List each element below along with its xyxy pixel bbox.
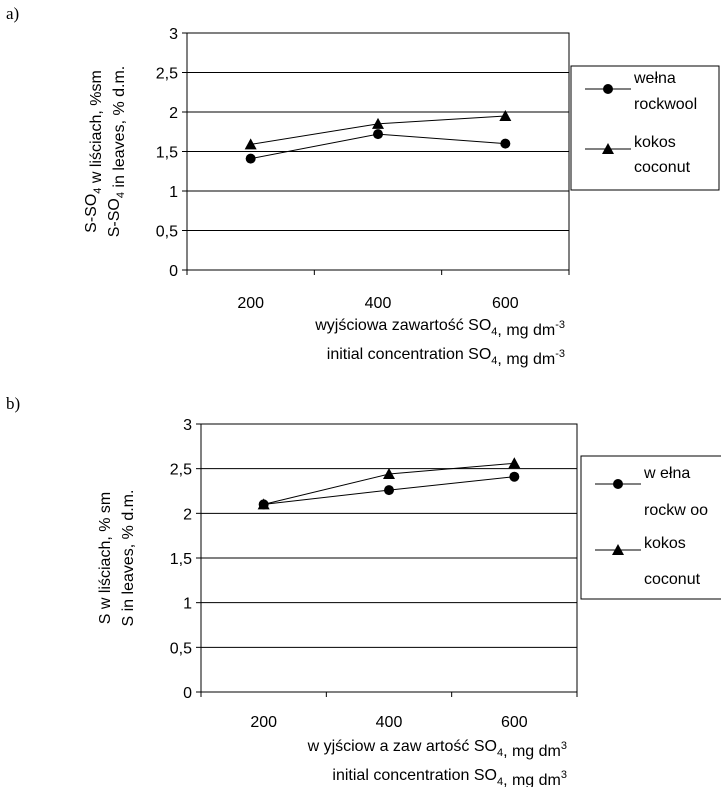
legend: wełna rockwool kokos coconut xyxy=(570,65,720,191)
legend-label-line1: w ełna xyxy=(643,465,690,482)
legend-label-line1: wełna xyxy=(633,70,676,87)
legend-label-line1: kokos xyxy=(644,535,686,552)
legend-label-line2: coconut xyxy=(634,159,691,176)
x-tick-label: 600 xyxy=(492,295,519,312)
data-point-circle xyxy=(384,485,394,496)
legend-label-line1: kokos xyxy=(634,134,676,151)
y-tick-label: 0,5 xyxy=(170,640,192,657)
y-tick-label: 2 xyxy=(169,105,178,122)
x-tick-label: 400 xyxy=(365,295,392,312)
y-tick-label: 1 xyxy=(169,184,178,201)
y-tick-label: 0 xyxy=(183,685,192,702)
legend-label-line2: coconut xyxy=(644,571,701,588)
legend-marker-triangle xyxy=(602,143,614,154)
y-tick-label: 0 xyxy=(169,263,178,280)
y-axis-label-line1: S w liściach, % sm xyxy=(97,492,114,624)
legend-label-line2: rockwool xyxy=(634,96,697,113)
legend-marker-triangle xyxy=(612,544,624,555)
y-axis-label-line2: S in leaves, % d.m. xyxy=(120,490,137,627)
data-point-circle xyxy=(245,153,256,164)
x-tick-label: 600 xyxy=(501,714,528,731)
x-tick-label: 400 xyxy=(376,714,403,731)
y-tick-label: 3 xyxy=(183,417,192,434)
y-tick-label: 1 xyxy=(183,596,192,613)
data-point-triangle xyxy=(257,498,270,510)
y-tick-label: 2,5 xyxy=(156,66,178,83)
legend: w ełna rockw oo kokos coconut xyxy=(580,455,721,600)
data-point-circle xyxy=(373,129,383,140)
x-axis-label-line2: initial concentration SO4, mg dm-3 xyxy=(327,346,565,368)
legend-box xyxy=(580,455,721,600)
data-point-triangle xyxy=(508,457,521,469)
data-point-triangle xyxy=(499,109,512,121)
data-point-circle xyxy=(500,138,511,149)
panel-b-label: b) xyxy=(6,394,21,413)
data-point-circle xyxy=(509,471,520,482)
data-point-triangle xyxy=(372,117,384,129)
x-tick-label: 200 xyxy=(237,295,264,312)
y-axis-label-line1: S-SO4 w liściach, %sm xyxy=(83,70,105,233)
y-axis-label-line2: S-SO4 in leaves, % d.m. xyxy=(106,66,128,238)
legend-label-line2: rockw oo xyxy=(644,502,708,519)
legend-box xyxy=(570,65,720,191)
legend-marker-circle xyxy=(613,479,623,489)
panel-a-label: a) xyxy=(6,4,20,23)
y-tick-label: 2 xyxy=(183,506,192,523)
x-axis-label-line1: w yjściow a zaw artość SO4, mg dm3 xyxy=(307,738,567,760)
x-axis-label-line2: initial concentration SO4, mg dm3 xyxy=(332,767,567,787)
data-point-triangle xyxy=(244,138,257,150)
x-axis-label-line1: wyjściowa zawartość SO4, mg dm-3 xyxy=(314,317,565,339)
y-tick-label: 3 xyxy=(169,26,178,43)
chart-b: 0 0,5 1 1,5 2 2,5 3 200 400 600 S w liściach, % sm… xyxy=(97,417,721,787)
y-tick-label: 0,5 xyxy=(156,224,178,241)
y-tick-label: 2,5 xyxy=(170,462,192,479)
x-tick-label: 200 xyxy=(250,714,277,731)
legend-marker-circle xyxy=(603,84,613,94)
y-tick-label: 1,5 xyxy=(170,551,192,568)
chart-a: 0 0,5 1 1,5 2 2,5 3 200 400 600 S-SO4 w liściach, … xyxy=(83,26,720,368)
y-tick-label: 1,5 xyxy=(156,145,178,162)
data-point-triangle xyxy=(383,468,395,480)
